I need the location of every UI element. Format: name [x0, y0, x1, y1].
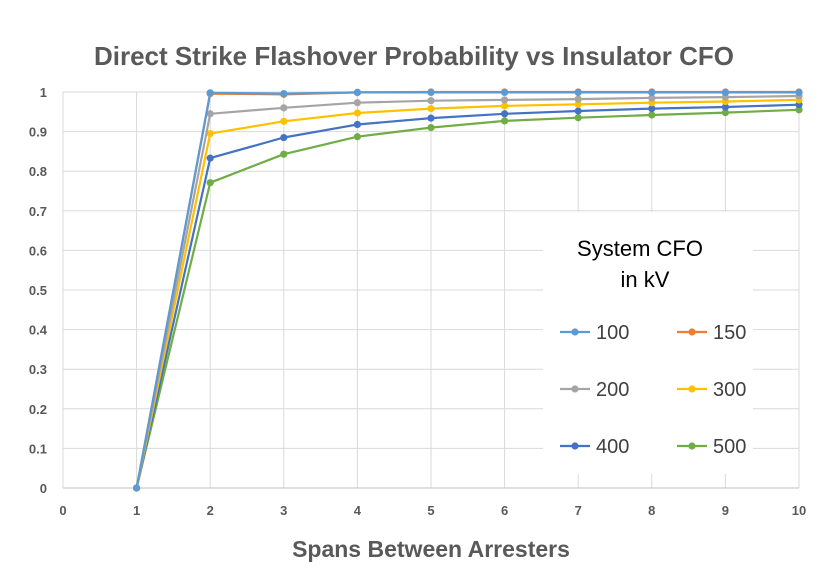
legend-label-300: 300: [713, 379, 746, 401]
y-tick-label: 0.5: [29, 283, 47, 298]
legend-marker-300: [688, 385, 696, 393]
y-tick-label: 0: [40, 481, 47, 496]
data-point-100: [427, 88, 435, 96]
data-point-100: [353, 88, 361, 96]
data-point-500: [280, 150, 288, 158]
data-point-200: [280, 104, 288, 112]
data-point-200: [501, 96, 509, 104]
x-tick-label: 8: [648, 503, 655, 518]
legend-title-line2: in kV: [621, 267, 670, 292]
y-tick-label: 0.6: [29, 243, 47, 258]
data-point-400: [721, 103, 730, 111]
data-point-500: [427, 124, 435, 132]
data-point-300: [280, 117, 288, 125]
legend: 100 150 200 300 400 500: [560, 322, 746, 458]
data-point-200: [206, 110, 214, 118]
x-tick-label: 0: [59, 503, 66, 518]
series-line-400: [135, 103, 800, 489]
data-point-300: [206, 129, 214, 138]
data-point-400: [501, 110, 509, 118]
x-tick-label: 1: [133, 503, 140, 518]
data-point-400: [427, 114, 435, 122]
y-tick-label: 0.2: [29, 402, 47, 417]
legend-marker-150: [688, 328, 696, 336]
data-point-400: [280, 133, 288, 142]
x-tick-label: 10: [792, 503, 806, 518]
data-point-400: [353, 120, 361, 129]
data-point-200: [574, 95, 582, 103]
legend-label-400: 400: [596, 436, 629, 458]
data-point-500: [353, 133, 361, 141]
legend-title-line1: System CFO: [577, 236, 703, 261]
y-tick-label: 0.9: [29, 125, 47, 140]
data-point-300: [427, 105, 435, 113]
data-point-200: [648, 94, 656, 102]
legend-marker-500: [688, 442, 696, 450]
data-point-300: [353, 109, 361, 117]
y-tick-label: 0.4: [29, 323, 48, 338]
y-tick-label: 0.7: [29, 204, 47, 219]
data-point-500: [501, 117, 509, 125]
x-tick-label: 5: [427, 503, 434, 518]
x-tick-label: 7: [575, 503, 582, 518]
chart-title: Direct Strike Flashover Probability vs I…: [94, 41, 734, 71]
data-point-500: [795, 106, 803, 114]
legend-label-100: 100: [596, 322, 629, 344]
data-point-200: [427, 97, 435, 105]
data-point-500: [648, 111, 656, 119]
legend-label-200: 200: [596, 379, 629, 401]
y-tick-label: 0.3: [29, 362, 47, 377]
data-point-300: [501, 102, 509, 110]
data-point-500: [721, 108, 730, 117]
data-point-100: [648, 88, 656, 96]
data-point-200: [353, 99, 361, 107]
data-point-400: [206, 154, 214, 162]
series-line-100: [135, 91, 799, 489]
x-tick-label: 3: [280, 503, 287, 518]
series-line-300: [135, 98, 800, 489]
legend-marker-400: [571, 442, 579, 450]
legend-marker-100: [571, 328, 579, 336]
y-tick-label: 0.1: [29, 441, 47, 456]
legend-box: [543, 212, 753, 474]
data-point-100: [501, 88, 509, 96]
data-point-300: [574, 100, 582, 108]
series-line-500: [135, 108, 800, 489]
data-point-100: [795, 88, 803, 96]
y-tick-label: 1: [40, 85, 47, 100]
data-point-100: [280, 89, 288, 98]
legend-label-150: 150: [713, 322, 746, 344]
data-point-500: [574, 114, 582, 122]
data-point-100: [721, 88, 730, 96]
legend-label-500: 500: [713, 436, 746, 458]
x-tick-label: 9: [722, 503, 729, 518]
x-tick-label: 6: [501, 503, 508, 518]
x-tick-label: 4: [354, 503, 362, 518]
data-point-100: [574, 88, 582, 96]
data-point-400: [648, 105, 656, 113]
x-axis-title: Spans Between Arresters: [292, 536, 570, 562]
legend-marker-200: [571, 385, 579, 393]
x-tick-label: 2: [207, 503, 214, 518]
series-line-200: [135, 94, 800, 489]
plot-area: [133, 88, 803, 492]
data-point-100: [206, 89, 214, 97]
axes: 00.10.20.30.40.50.60.70.80.910 1 2 3 4 5 6 7 8 9 1…: [29, 85, 806, 518]
data-point-500: [206, 179, 214, 187]
y-tick-label: 0.8: [29, 164, 47, 179]
data-point-400: [574, 107, 582, 115]
data-point-100: [133, 484, 141, 492]
